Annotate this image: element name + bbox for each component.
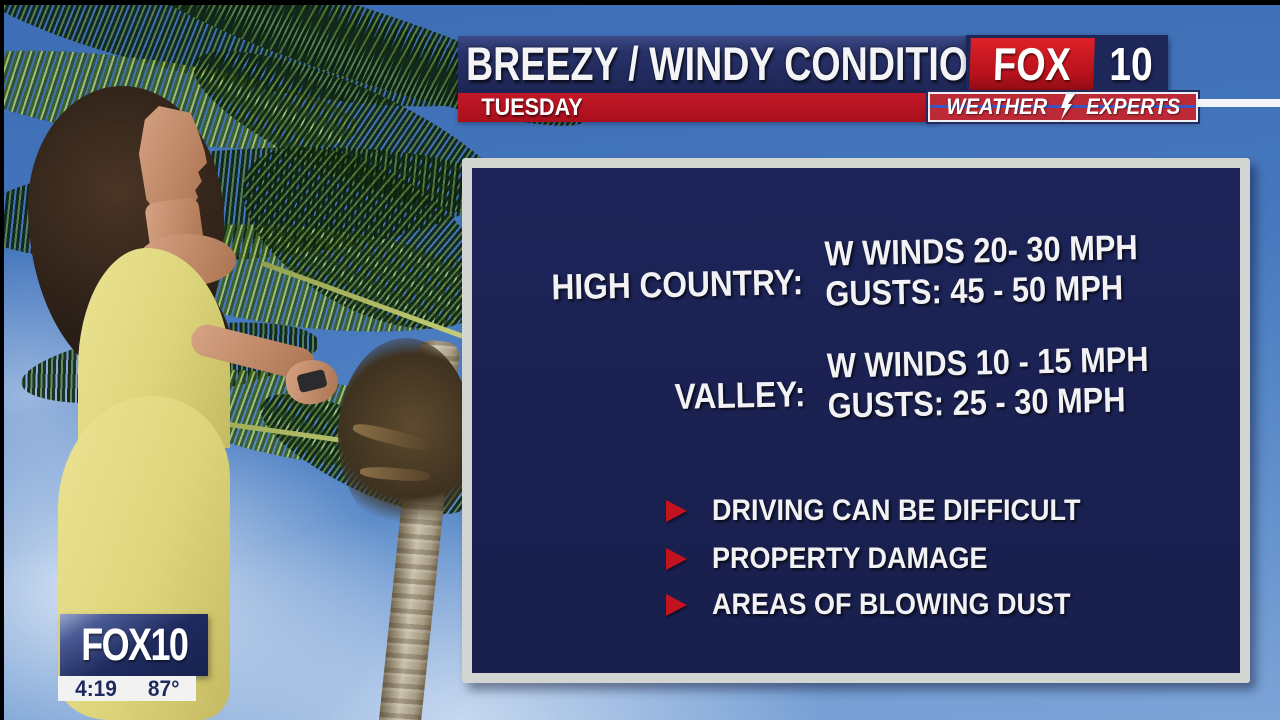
lightning-icon — [1060, 94, 1075, 120]
impact-text: PROPERTY DAMAGE — [712, 542, 988, 575]
wind-speed-line: W WINDS 10 - 15 MPH — [826, 339, 1149, 386]
wind-info-panel: HIGH COUNTRY: W WINDS 20- 30 MPH GUSTS: … — [462, 158, 1250, 683]
wind-info-panel-inner: HIGH COUNTRY: W WINDS 20- 30 MPH GUSTS: … — [472, 168, 1240, 673]
letterbox-left — [0, 0, 4, 720]
impact-text: AREAS OF BLOWING DUST — [712, 588, 1071, 621]
bullet-triangle-icon — [666, 594, 687, 616]
impact-text: DRIVING CAN BE DIFFICULT — [712, 494, 1081, 527]
impact-item: DRIVING CAN BE DIFFICULT — [666, 494, 1121, 528]
day-label: TUESDAY — [481, 94, 583, 121]
weather-experts-badge: WEATHER EXPERTS — [928, 92, 1198, 122]
station-bug: FOX10 — [60, 614, 208, 676]
badge-word-weather: WEATHER — [946, 94, 1048, 119]
station-bug-brand: FOX10 — [80, 619, 189, 670]
headline-text: BREEZY / WINDY CONDITIONS — [466, 37, 1021, 90]
wind-group-valley: VALLEY: W WINDS 10 - 15 MPH GUSTS: 25 - … — [471, 160, 1241, 426]
badge-extension-line — [1198, 99, 1280, 107]
wind-values: W WINDS 10 - 15 MPH GUSTS: 25 - 30 MPH — [826, 340, 1149, 427]
fox-logo-number: 10 — [1109, 38, 1153, 90]
clock-time: 4:19 — [75, 675, 117, 701]
wind-gust-line: GUSTS: 25 - 30 MPH — [827, 380, 1126, 426]
region-label: VALLEY: — [674, 373, 806, 417]
fox-logo-red-box: FOX — [969, 38, 1095, 90]
badge-word-experts: EXPERTS — [1085, 94, 1180, 119]
bullet-triangle-icon — [666, 548, 687, 570]
impact-item: PROPERTY DAMAGE — [666, 542, 1018, 576]
current-temp: 87° — [147, 675, 180, 701]
letterbox-top — [0, 0, 1280, 5]
impact-item: AREAS OF BLOWING DUST — [666, 588, 1110, 622]
fox10-logo: FOX 10 — [966, 35, 1168, 93]
time-temp-bar: 4:19 87° — [58, 676, 196, 701]
bullet-triangle-icon — [666, 500, 687, 522]
fox-logo-text: FOX — [992, 38, 1072, 90]
day-bar: TUESDAY — [458, 93, 938, 122]
